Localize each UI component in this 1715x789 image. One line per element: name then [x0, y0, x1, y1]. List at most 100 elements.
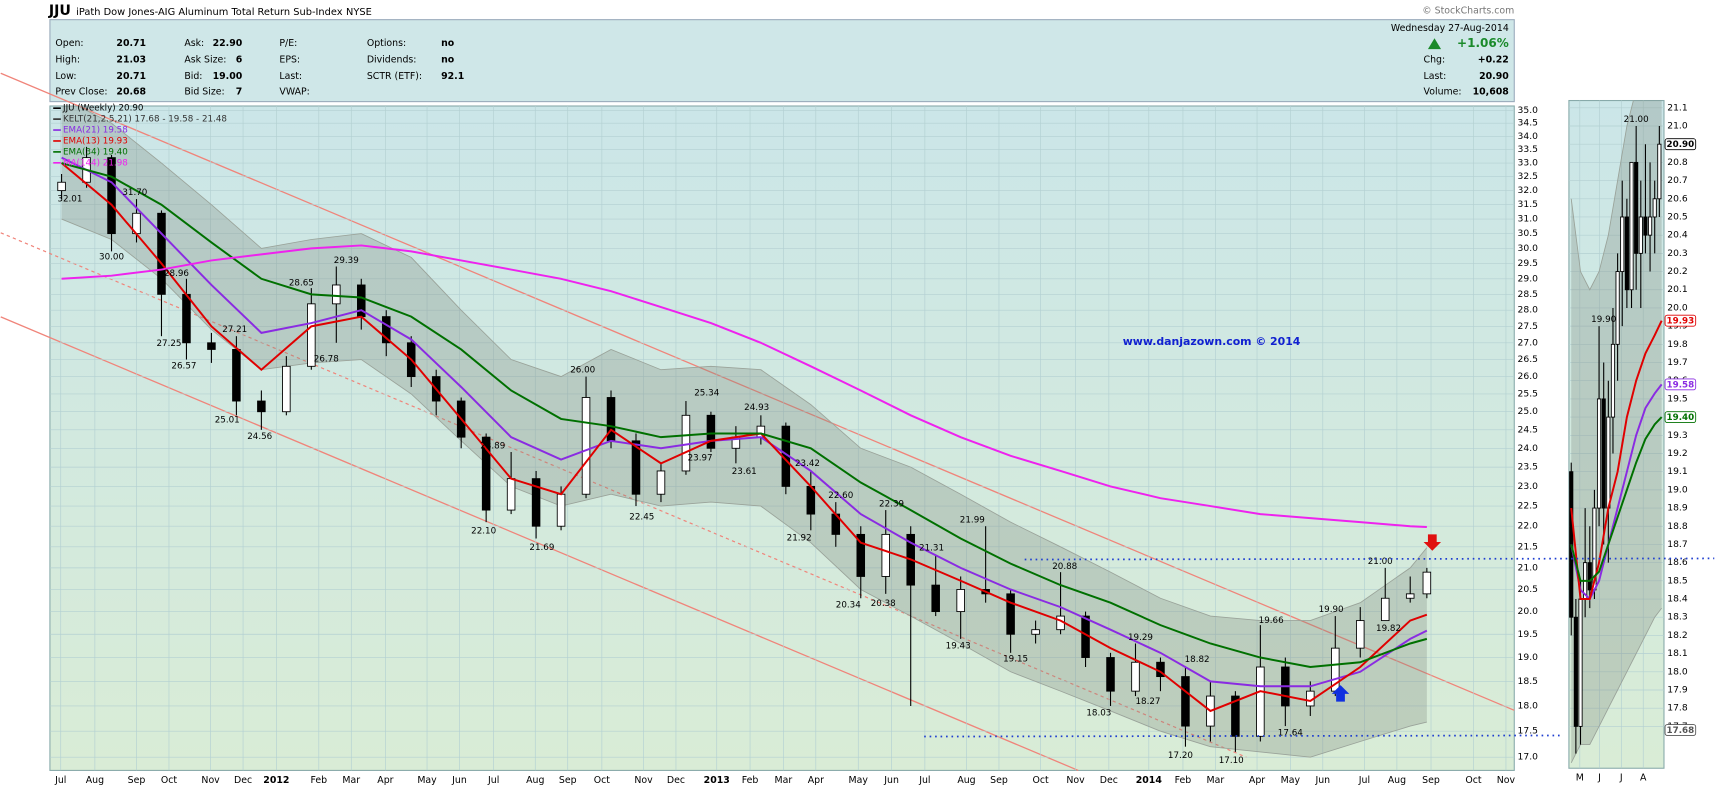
x-tick-label: 2012 [263, 775, 289, 786]
x-tick-label: May [849, 775, 869, 786]
y-tick-label: 18.9 [1667, 503, 1688, 514]
candle-body [182, 293, 191, 344]
quote-value: 20.90 [1479, 71, 1509, 82]
change-pct: +1.06% [1457, 36, 1509, 50]
x-tick-label: 2013 [704, 775, 730, 786]
price-annotation: 32.01 [57, 195, 82, 205]
up-arrow [1331, 685, 1350, 702]
price-badge [1664, 378, 1697, 391]
y-tick-label: 23.5 [1518, 462, 1539, 473]
quote-value: 7 [236, 86, 243, 97]
candle-body [107, 157, 116, 235]
candle-body [1647, 216, 1653, 236]
candle-body [1643, 216, 1648, 236]
y-tick-label: 18.8 [1667, 521, 1688, 532]
band-line [1570, 100, 1634, 291]
quote-label: Last: [279, 71, 302, 82]
price-annotation: 22.60 [828, 491, 853, 501]
candle-body [631, 440, 641, 495]
price-badge [1664, 411, 1697, 424]
candle-body [481, 436, 491, 511]
y-tick-label: 21.0 [1518, 562, 1539, 573]
y-tick-label: 29.5 [1518, 258, 1539, 269]
price-annotation: 19.90 [1591, 315, 1616, 325]
security-name: iPath Dow Jones-AIG Aluminum Total Retur… [76, 7, 343, 18]
y-tick-label: 31.5 [1518, 199, 1539, 210]
quote-value: no [441, 55, 455, 66]
x-tick-label: Sep [128, 775, 146, 786]
band-line [61, 218, 1427, 758]
indicator-line [1570, 320, 1663, 601]
x-tick-label: 2014 [1136, 775, 1163, 786]
symbol: JJU [48, 3, 71, 19]
price-annotation: 18.03 [1086, 709, 1111, 719]
candle-body [1422, 571, 1432, 595]
y-tick-label: 34.5 [1518, 118, 1539, 129]
price-annotation: 23.97 [688, 454, 713, 464]
channel-upper [0, 72, 1515, 711]
price-badge-label: 19.58 [1667, 380, 1695, 390]
y-tick-label: 27.0 [1518, 337, 1539, 348]
price-badge [1664, 724, 1697, 736]
candle-body [282, 365, 291, 413]
quote-label: EPS: [279, 55, 300, 66]
price-badge-label: 20.90 [1667, 140, 1695, 150]
candle-body [556, 493, 566, 527]
quote-value: no [441, 38, 455, 49]
y-tick-label: 32.5 [1518, 171, 1539, 182]
x-tick-label: Oct [1032, 775, 1049, 786]
source: © StockCharts.com [1422, 5, 1514, 16]
price-annotation: 20.34 [836, 601, 861, 611]
quote-label: VWAP: [279, 86, 309, 97]
y-tick-label: 34.0 [1518, 131, 1539, 142]
candle-body [57, 181, 66, 192]
candle-body [1624, 216, 1629, 291]
y-tick-label: 22.5 [1518, 501, 1539, 512]
quote-value: 92.1 [441, 71, 464, 82]
y-tick-label: 33.0 [1518, 158, 1539, 169]
x-tick-label: Nov [1497, 775, 1516, 786]
y-tick-label: 30.5 [1518, 228, 1539, 239]
x-tick-label: May [417, 775, 437, 786]
y-tick-label: 18.5 [1518, 676, 1539, 687]
x-tick-label: Apr [1249, 775, 1265, 786]
indicator-line [61, 156, 1428, 688]
exchange: NYSE [346, 7, 372, 18]
quote-value: 21.03 [116, 55, 146, 66]
date: Wednesday 27-Aug-2014 [1391, 23, 1509, 34]
candle-body [1606, 416, 1611, 509]
y-tick-label: 20.8 [1667, 157, 1688, 168]
x-tick-label: Dec [667, 775, 685, 786]
y-tick-label: 25.0 [1518, 406, 1539, 417]
candle-body [1634, 161, 1639, 254]
price-annotation: 21.99 [960, 516, 985, 526]
price-annotation: 23.89 [480, 441, 505, 451]
y-tick-label: 19.0 [1667, 484, 1688, 495]
x-tick-label: Mar [774, 775, 792, 786]
candle-body [332, 284, 341, 305]
candle-body [1652, 198, 1657, 218]
price-annotation: 28.96 [164, 269, 189, 279]
x-tick-label: Aug [957, 775, 975, 786]
x-tick-label: Jul [1358, 775, 1370, 786]
y-tick-label: 26.0 [1518, 371, 1539, 382]
y-tick-label: 25.5 [1518, 388, 1539, 399]
quote-label: Open: [55, 38, 83, 49]
resistance-line [1024, 557, 1715, 561]
y-tick-label: 19.8 [1667, 339, 1688, 350]
quote-value: 20.71 [116, 71, 146, 82]
candle-body [956, 589, 965, 613]
x-tick-label: Nov [1066, 775, 1085, 786]
watermark: www.danjazown.com © 2014 [1123, 335, 1301, 348]
y-tick-label: 32.0 [1518, 185, 1539, 196]
legend-label: KELT(21,2.5,21) 17.68 - 19.58 - 21.48 [63, 115, 227, 125]
price-annotation: 26.00 [570, 366, 595, 376]
x-tick-label: Feb [311, 775, 328, 786]
y-tick-label: 18.6 [1667, 557, 1688, 568]
y-tick-label: 20.1 [1667, 284, 1687, 295]
y-tick-label: 20.5 [1667, 211, 1688, 222]
quote-label: Ask: [184, 38, 204, 49]
y-tick-label: 19.1 [1667, 466, 1687, 477]
candle-body [1006, 593, 1015, 635]
